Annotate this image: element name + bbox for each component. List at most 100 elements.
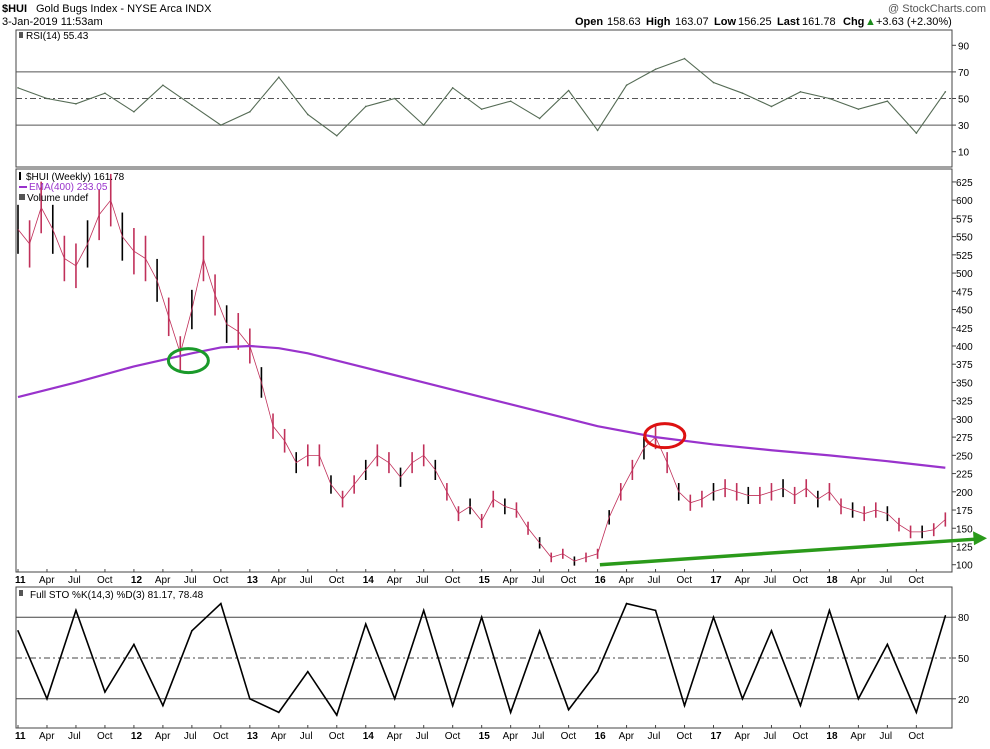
x-tick-label: Apr [271, 731, 287, 742]
stochastic-point [712, 616, 715, 618]
price-y-tick-label: 300 [956, 415, 973, 426]
stochastic-x-axis: 11 Apr Jul Oct 12 Apr Jul Oct 13 Apr Jul Oct 14 Apr Ju… [15, 725, 924, 742]
quote-strip: Open 158.63 High 163.07 Low 156.25 Last … [575, 16, 952, 28]
x-tick-label: Oct [908, 575, 924, 586]
stochastic-point [422, 609, 425, 612]
rsi-point [857, 108, 860, 110]
stochastic-point [451, 704, 454, 707]
x-tick-label: Apr [271, 575, 287, 586]
x-tick-label: 17 [711, 575, 723, 586]
x-tick-label: Jul [300, 575, 313, 586]
stochastic-point [17, 630, 19, 632]
rsi-point [104, 92, 106, 94]
price-y-tick-label: 425 [956, 324, 973, 335]
rsi-y-tick-label: 30 [958, 121, 970, 132]
rsi-point [712, 81, 715, 84]
rsi-point [915, 132, 918, 134]
support-trendline [599, 537, 976, 567]
price-y-tick-label: 500 [956, 269, 973, 280]
stochastic-plot: 20 50 80 [16, 602, 970, 717]
x-tick-label: Oct [329, 575, 345, 586]
rsi-point [567, 89, 570, 92]
price-plot: 100 125 150 175 200 225 250 275 300 325 350 375 400 4… [17, 173, 987, 572]
rsi-y-tick-label: 90 [958, 41, 970, 52]
rsi-point [828, 97, 831, 100]
ema-line [17, 344, 946, 469]
rsi-point [249, 111, 251, 113]
price-legend-bar-icon [19, 172, 21, 180]
rsi-point [654, 68, 657, 71]
x-tick-label: Jul [763, 731, 776, 742]
rsi-point [944, 91, 947, 93]
x-tick-label: Apr [850, 731, 866, 742]
stochastic-point [306, 670, 309, 673]
rsi-point [625, 84, 628, 86]
x-tick-label: Apr [155, 731, 171, 742]
price-line [17, 199, 946, 562]
watermark-text: @ StockCharts.com [888, 3, 986, 15]
x-tick-label: Jul [532, 575, 545, 586]
x-tick-label: Jul [416, 575, 429, 586]
rsi-point [46, 97, 48, 100]
rsi-point [799, 91, 802, 93]
high-label: High [646, 16, 671, 28]
x-tick-label: 14 [363, 575, 375, 586]
stochastic-point [335, 714, 338, 716]
price-legend-text: $HUI (Weekly) 161.78 [26, 172, 125, 183]
price-panel [15, 168, 953, 573]
ema-legend-text: EMA(400) 233.05 [29, 182, 108, 193]
last-label: Last [777, 16, 800, 28]
price-y-tick-label: 450 [956, 306, 973, 317]
stochastic-point [133, 643, 135, 646]
x-tick-label: Apr [503, 575, 519, 586]
x-tick-label: Apr [619, 731, 635, 742]
rsi-point [451, 87, 454, 89]
stochastic-point [654, 609, 657, 612]
x-tick-label: Oct [445, 731, 461, 742]
x-tick-label: Jul [184, 575, 197, 586]
rsi-y-tick-label: 50 [958, 95, 970, 106]
stochastic-point [249, 698, 251, 700]
low-value: 156.25 [738, 16, 772, 28]
stochastic-legend-text: Full STO %K(14,3) %D(3) 81.17, 78.48 [30, 590, 204, 601]
price-y-tick-label: 275 [956, 433, 973, 444]
x-tick-label: Oct [561, 731, 577, 742]
price-y-tick-label: 525 [956, 251, 973, 262]
stochastic-legend-swatch [19, 590, 23, 596]
x-tick-label: 15 [479, 575, 491, 586]
x-tick-label: Jul [68, 575, 81, 586]
price-y-tick-label: 225 [956, 470, 973, 481]
price-y-tick-label: 125 [956, 542, 973, 553]
rsi-point [335, 134, 338, 137]
x-tick-label: 17 [711, 731, 723, 742]
rsi-point [480, 108, 483, 110]
x-tick-label: Jul [532, 731, 545, 742]
x-tick-label: Oct [213, 575, 229, 586]
stochastic-point [770, 630, 773, 632]
open-value: 158.63 [607, 16, 641, 28]
rsi-point [75, 103, 77, 105]
x-tick-label: 12 [131, 575, 143, 586]
rsi-point [509, 100, 512, 102]
rsi-point [17, 87, 19, 89]
rsi-point [770, 105, 773, 108]
stochastic-point [393, 698, 396, 700]
rsi-point [741, 92, 744, 94]
x-tick-label: Oct [97, 575, 113, 586]
rsi-legend-text: RSI(14) 55.43 [26, 31, 89, 42]
x-tick-label: Apr [734, 575, 750, 586]
stochastic-point [278, 711, 280, 714]
x-tick-label: 11 [15, 731, 26, 742]
rsi-point [886, 100, 889, 102]
x-tick-label: Apr [39, 575, 55, 586]
price-y-tick-label: 350 [956, 378, 973, 389]
x-tick-label: Jul [184, 731, 197, 742]
stochastic-point [567, 708, 570, 711]
green-circle-annotation [166, 347, 210, 375]
stochastic-point [741, 698, 744, 700]
stochastic-y-tick-label: 50 [958, 654, 970, 665]
x-tick-label: Apr [619, 575, 635, 586]
x-tick-label: Oct [908, 731, 924, 742]
x-tick-label: Oct [97, 731, 113, 742]
x-tick-label: Jul [879, 731, 892, 742]
